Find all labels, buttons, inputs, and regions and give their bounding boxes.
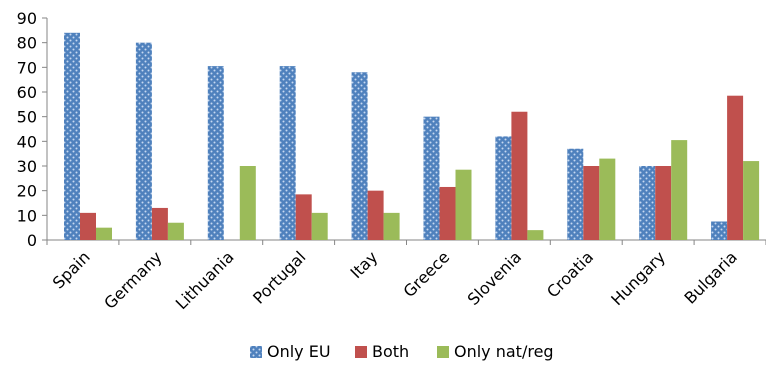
x-category-label: Slovenia bbox=[464, 247, 526, 309]
bar bbox=[351, 72, 368, 241]
bar bbox=[207, 66, 224, 240]
y-tick-label: 30 bbox=[17, 157, 37, 176]
y-axis: 0 10 20 30 40 50 60 70 80 90 bbox=[17, 9, 48, 250]
legend-item: Only nat/reg bbox=[437, 342, 554, 361]
bar bbox=[495, 136, 512, 240]
x-category-label: Germany bbox=[100, 247, 165, 312]
legend-item: Both bbox=[355, 342, 409, 361]
x-category-label: Portugal bbox=[249, 247, 309, 307]
bar bbox=[167, 222, 184, 240]
legend: Only EU Both Only nat/reg bbox=[250, 342, 554, 361]
bar bbox=[151, 207, 168, 240]
legend-swatch bbox=[355, 346, 367, 358]
y-tick-label: 10 bbox=[17, 206, 37, 225]
bar bbox=[423, 116, 440, 240]
bar bbox=[96, 227, 112, 240]
y-tick-label: 0 bbox=[27, 231, 37, 250]
bar bbox=[527, 230, 544, 240]
y-tick-label: 80 bbox=[17, 34, 37, 53]
bar bbox=[64, 32, 80, 240]
x-category-label: Itay bbox=[347, 247, 382, 282]
x-category-label: Greece bbox=[400, 247, 454, 301]
x-category-label: Croatia bbox=[543, 247, 597, 301]
legend-swatch bbox=[250, 346, 262, 358]
y-tick-label: 40 bbox=[17, 132, 37, 151]
bar bbox=[711, 221, 728, 240]
bar bbox=[655, 166, 672, 240]
bar bbox=[743, 161, 760, 240]
x-category-label: Bulgaria bbox=[681, 247, 741, 307]
legend-label: Both bbox=[372, 342, 409, 361]
x-category-label: Spain bbox=[49, 247, 94, 292]
legend-item: Only EU bbox=[250, 342, 331, 361]
y-tick-label: 20 bbox=[17, 182, 37, 201]
y-tick-label: 70 bbox=[17, 58, 37, 77]
bar bbox=[727, 95, 744, 240]
legend-label: Only EU bbox=[267, 342, 331, 361]
bar bbox=[80, 212, 96, 240]
bar bbox=[639, 166, 656, 240]
x-axis: Spain Germany Lithuania Portugal Itay Greece S… bbox=[46, 239, 766, 313]
bar bbox=[239, 166, 256, 240]
bar bbox=[295, 194, 312, 240]
bar bbox=[671, 140, 688, 240]
legend-swatch bbox=[437, 346, 449, 358]
bar bbox=[567, 148, 584, 240]
x-category-label: Hungary bbox=[607, 247, 669, 309]
bar bbox=[279, 66, 296, 240]
y-tick-label: 90 bbox=[17, 9, 37, 28]
y-tick-label: 60 bbox=[17, 83, 37, 102]
x-category-label: Lithuania bbox=[172, 247, 238, 313]
y-tick-label: 50 bbox=[17, 108, 37, 127]
bar bbox=[311, 212, 328, 240]
bar bbox=[439, 186, 456, 240]
bar bbox=[367, 190, 384, 240]
bar bbox=[455, 169, 472, 240]
bar bbox=[583, 166, 600, 240]
bars bbox=[64, 32, 760, 241]
legend-label: Only nat/reg bbox=[454, 342, 554, 361]
bar bbox=[599, 158, 616, 240]
bar bbox=[135, 42, 152, 240]
bar bbox=[383, 212, 400, 240]
bar bbox=[511, 111, 528, 240]
